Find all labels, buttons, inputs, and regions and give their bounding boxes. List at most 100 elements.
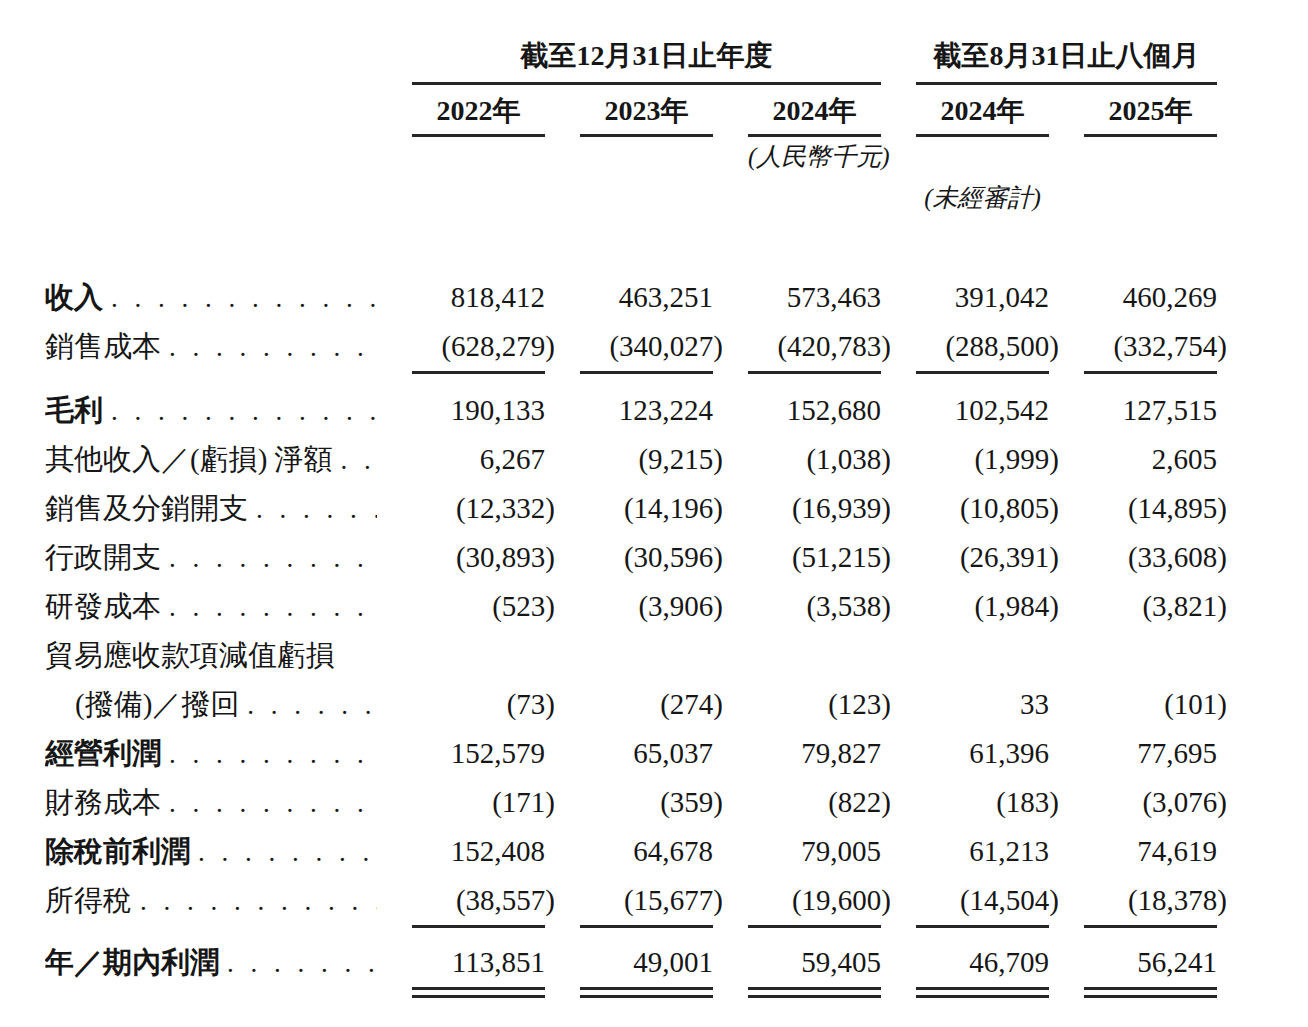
value-cell: 61,396 [916, 729, 1049, 778]
row-label-text: 銷售及分銷開支 [45, 484, 248, 533]
dot-leader [256, 485, 377, 534]
value-text: 77,695 [1137, 739, 1217, 768]
dot-leader [341, 436, 377, 485]
value-cell: (171) [412, 778, 545, 827]
value-text: (420,783) [777, 332, 891, 361]
value-cell: 65,037 [580, 729, 713, 778]
value-cell: (26,391) [916, 533, 1049, 582]
dot-leader [169, 583, 377, 632]
value-text: 33 [1020, 690, 1049, 719]
row-label-text: 毛利 [45, 386, 103, 435]
value-text: (359) [660, 788, 723, 817]
row-label: 除稅前利潤 [45, 827, 377, 877]
value-text: 573,463 [787, 283, 881, 312]
value-text: 152,408 [451, 837, 545, 866]
value-text: 65,037 [633, 739, 713, 768]
row-label: 貿易應收款項減值虧損 [45, 631, 377, 680]
value-cell: 190,133 [412, 386, 545, 435]
value-cell: (3,906) [580, 582, 713, 631]
value-text: (12,332) [456, 494, 555, 523]
value-cell: 152,408 [412, 827, 545, 876]
value-cell: (332,754) [1084, 322, 1217, 371]
value-text: (38,557) [456, 886, 555, 915]
row-label-text: (撥備)／撥回 [45, 680, 239, 729]
table-row: 收入818,412463,251573,463391,042460,269 [45, 273, 1308, 322]
value-cell: (420,783) [748, 322, 881, 371]
value-cell: 59,405 [748, 938, 881, 987]
table-row: 毛利190,133123,224152,680102,542127,515 [45, 386, 1308, 435]
dot-leader [169, 779, 377, 828]
value-cell: 818,412 [412, 273, 545, 322]
value-text: (183) [996, 788, 1059, 817]
row-label-text: 除稅前利潤 [45, 827, 190, 876]
column-rule [412, 925, 545, 928]
value-cell: (18,378) [1084, 876, 1217, 925]
column-rule [748, 925, 881, 928]
unaudited-note-row: (未經審計) [45, 175, 1308, 219]
value-text: 79,827 [801, 739, 881, 768]
row-label: 銷售成本 [45, 322, 377, 372]
value-cell: 102,542 [916, 386, 1049, 435]
value-text: (14,196) [624, 494, 723, 523]
row-label-text: 經營利潤 [45, 729, 161, 778]
col-header-2024: 2024年 [748, 85, 881, 137]
col-header-2025-interim: 2025年 [1084, 85, 1217, 137]
value-text: (15,677) [624, 886, 723, 915]
value-text: 46,709 [969, 948, 1049, 977]
value-cell: (14,196) [580, 484, 713, 533]
value-cell: 79,005 [748, 827, 881, 876]
value-cell: 113,851 [412, 938, 545, 987]
row-label: 經營利潤 [45, 729, 377, 779]
value-text: 79,005 [801, 837, 881, 866]
row-label-text: 其他收入／(虧損) 淨額 [45, 435, 333, 484]
value-cell: (15,677) [580, 876, 713, 925]
value-cell: (101) [1084, 680, 1217, 729]
value-cell: (3,821) [1084, 582, 1217, 631]
value-text: (3,906) [638, 592, 723, 621]
dot-leader [169, 534, 377, 583]
value-cell: (183) [916, 778, 1049, 827]
value-text: (18,378) [1128, 886, 1227, 915]
value-cell: 46,709 [916, 938, 1049, 987]
value-cell: (10,805) [916, 484, 1049, 533]
value-cell: (14,895) [1084, 484, 1217, 533]
value-cell: 74,619 [1084, 827, 1217, 876]
value-text: 113,851 [452, 948, 545, 977]
value-cell: (51,215) [748, 533, 881, 582]
value-cell: 79,827 [748, 729, 881, 778]
value-text: (3,076) [1142, 788, 1227, 817]
dot-leader [111, 387, 377, 436]
value-cell: (288,500) [916, 322, 1049, 371]
row-label: 研發成本 [45, 582, 377, 632]
value-text: 391,042 [955, 283, 1049, 312]
row-label-text: 銷售成本 [45, 322, 161, 371]
column-rule [580, 987, 713, 998]
value-text: 59,405 [801, 948, 881, 977]
column-rule [412, 987, 545, 998]
table-row: 銷售及分銷開支(12,332)(14,196)(16,939)(10,805)(… [45, 484, 1308, 533]
value-text: 190,133 [451, 396, 545, 425]
value-text: 152,579 [451, 739, 545, 768]
value-text: (3,538) [806, 592, 891, 621]
value-text: (14,504) [960, 886, 1059, 915]
table-row: 財務成本 (171) (359) (822) (183) (3,076) [45, 778, 1308, 827]
column-rule [916, 925, 1049, 928]
value-cell: (3,538) [748, 582, 881, 631]
value-cell: (9,215) [580, 435, 713, 484]
table-row: 研發成本(523)(3,906)(3,538)(1,984)(3,821) [45, 582, 1308, 631]
value-cell: 56,241 [1084, 938, 1217, 987]
table-row: (撥備)／撥回(73)(274)(123)33(101) [45, 680, 1308, 729]
value-text: 61,213 [969, 837, 1049, 866]
row-label-text: 財務成本 [45, 778, 161, 827]
value-cell: (523) [412, 582, 545, 631]
dot-leader [111, 274, 377, 323]
value-text: (274) [660, 690, 723, 719]
value-cell: (14,504) [916, 876, 1049, 925]
value-text: 49,001 [633, 948, 713, 977]
value-text: 6,267 [480, 445, 545, 474]
value-text: (51,215) [792, 543, 891, 572]
value-text: (30,596) [624, 543, 723, 572]
column-rule [580, 925, 713, 928]
value-text: (822) [828, 788, 891, 817]
label-column-spacer [45, 36, 412, 85]
